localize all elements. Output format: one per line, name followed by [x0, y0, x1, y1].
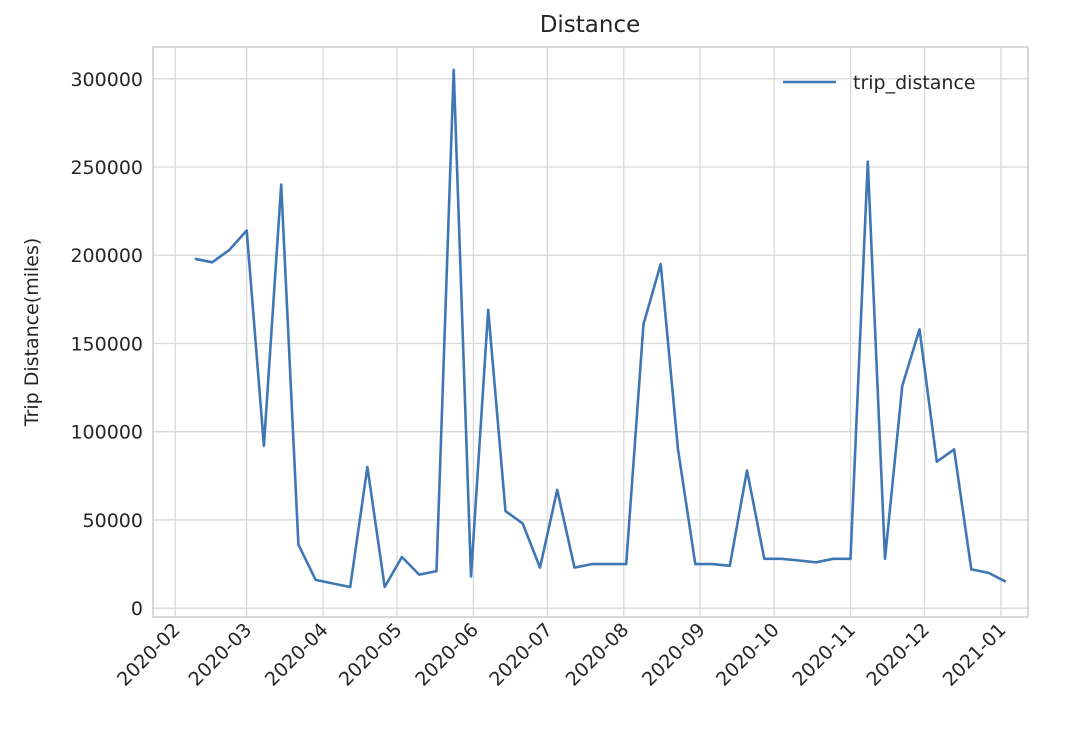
y-tick-label: 100000 [70, 422, 143, 444]
x-tick-label: 2020-09 [638, 619, 710, 691]
grid-lines [153, 47, 1028, 617]
y-tick-label: 0 [131, 598, 143, 620]
x-tick-labels: 2020-02 2020-03 2020-04 2020-05 2020-06 2020-… [113, 619, 1010, 691]
y-tick-label: 200000 [70, 245, 143, 267]
chart-title: Distance [540, 12, 641, 38]
series-layer [194, 68, 1007, 589]
x-tick-label: 2020-12 [862, 619, 934, 691]
y-tick-label: 300000 [70, 69, 143, 91]
x-tick-label: 2020-10 [712, 619, 784, 691]
legend-label-trip-distance: trip_distance [853, 72, 976, 94]
y-tick-label: 50000 [83, 510, 143, 532]
x-tick-label: 2020-07 [485, 619, 557, 691]
x-tick-label: 2020-04 [261, 619, 333, 691]
x-tick-label: 2020-11 [788, 619, 860, 691]
y-axis-label: Trip Distance(miles) [21, 238, 43, 428]
x-tick-label: 2020-06 [411, 619, 483, 691]
y-tick-label: 150000 [70, 333, 143, 355]
y-tick-labels: 0 50000 100000 150000 200000 250000 300000 [70, 69, 143, 620]
x-tick-label: 2021-01 [939, 619, 1011, 691]
x-tick-label: 2020-08 [562, 619, 634, 691]
plot-frame [152, 46, 1029, 618]
legend: trip_distance [783, 72, 976, 94]
y-tick-label: 250000 [70, 157, 143, 179]
series-line-trip-distance [194, 68, 1007, 589]
x-tick-label: 2020-02 [113, 619, 185, 691]
x-tick-label: 2020-03 [185, 619, 257, 691]
x-tick-label: 2020-05 [335, 619, 407, 691]
